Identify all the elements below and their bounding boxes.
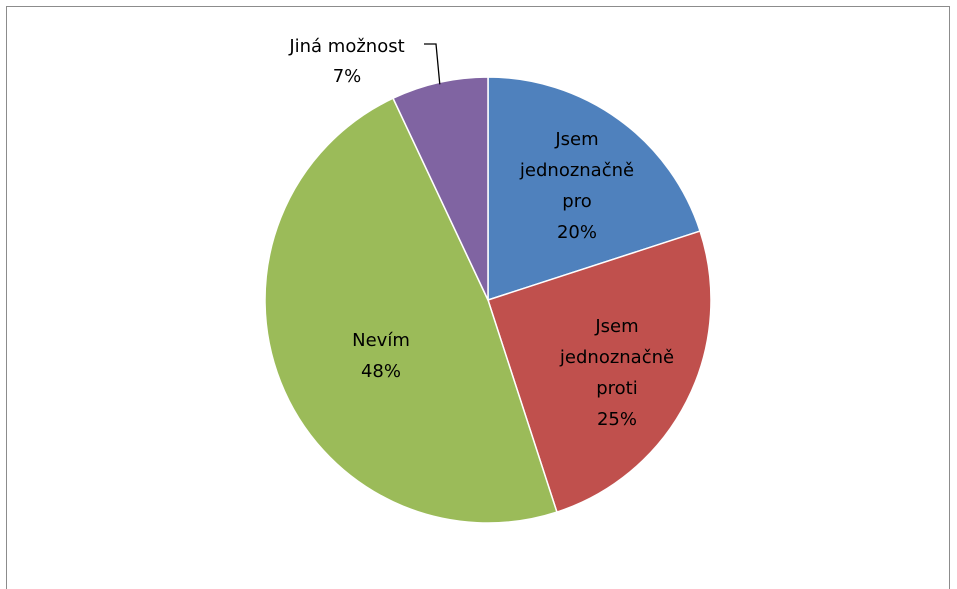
data-label: Nevím 48% (352, 330, 410, 382)
leader-line (424, 43, 441, 85)
pie-labels: Jsem jednoznačně pro 20% Jsem jednoznačně prot… (288, 36, 674, 430)
data-label: Jsem jednoznačně pro 20% (519, 129, 634, 243)
pie-slice-jsem-jednoznačně-pro (487, 76, 702, 302)
data-label: Jsem jednoznačně proti 25% (559, 316, 674, 430)
pie-slice-nevím (264, 97, 558, 524)
pie-slice-jsem-jednoznačně-proti (487, 230, 712, 514)
pie-slices (264, 76, 712, 524)
data-label: Jiná možnost 7% (288, 36, 404, 87)
